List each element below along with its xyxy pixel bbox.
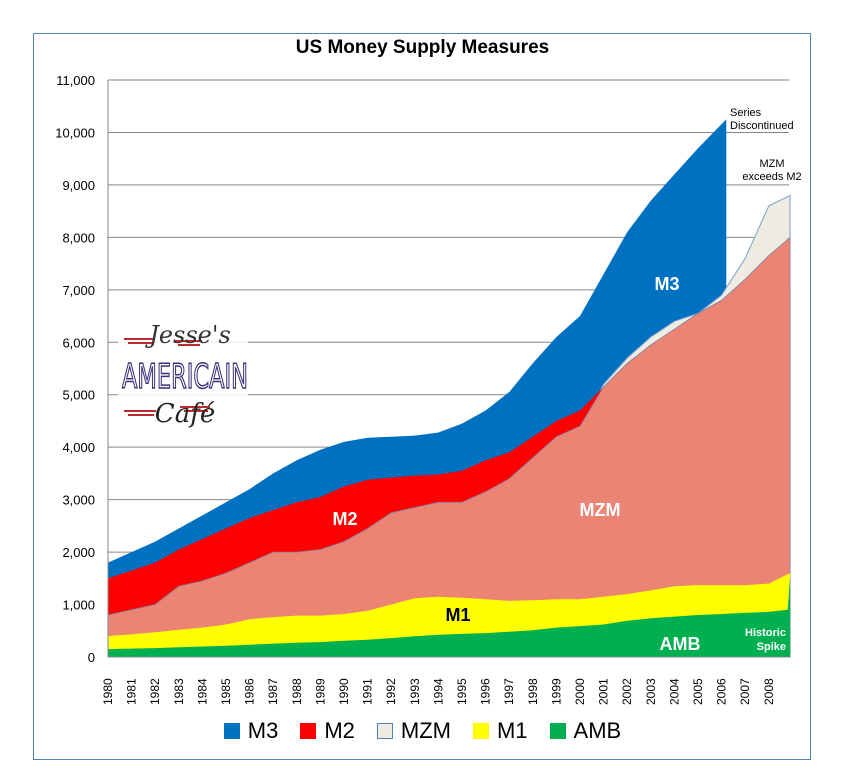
annotation-historic-spike: Historic	[745, 627, 786, 639]
logo-text: AMERICAIN	[122, 357, 248, 397]
annotation-series-discontinued: Discontinued	[730, 120, 794, 132]
x-tick-label: 1996	[479, 678, 493, 705]
logo-stripe	[174, 340, 202, 342]
y-tick-label: 0	[88, 650, 95, 665]
x-tick-label: 1992	[384, 678, 398, 705]
x-tick-label: 1988	[290, 678, 304, 705]
x-tick-label: 2003	[644, 678, 658, 705]
x-tick-label: 1989	[313, 678, 327, 705]
legend-swatch	[376, 723, 393, 739]
chart-title: US Money Supply Measures	[295, 37, 550, 58]
x-tick-label: 1986	[243, 678, 257, 705]
x-tick-label: 1985	[219, 678, 233, 705]
legend-swatch	[472, 723, 489, 739]
annotation-historic-spike: Spike	[757, 641, 786, 653]
logo-stripe	[124, 410, 156, 412]
x-tick-label: 1987	[266, 678, 280, 705]
y-tick-label: 10,000	[55, 125, 95, 140]
logo-background	[118, 318, 248, 428]
x-tick-label: 1983	[172, 678, 186, 705]
x-tick-label: 1981	[125, 678, 139, 705]
area-label-mzm: MZM	[580, 500, 621, 520]
legend-label: M1	[496, 718, 528, 743]
y-tick-label: 11,000	[56, 73, 95, 88]
x-tick-label: 1984	[195, 678, 209, 705]
x-tick-label: 1998	[526, 678, 540, 705]
legend-swatch	[549, 723, 566, 739]
legend-label: M3	[247, 718, 279, 743]
x-tick-label: 2005	[691, 678, 705, 705]
y-tick-label: 4,000	[62, 440, 95, 455]
annotation-mzm-exceeds: MZM	[759, 158, 784, 170]
legend: M3 M2 MZM M1 AMB	[0, 718, 845, 744]
logo-stripe	[128, 342, 152, 344]
x-tick-label: 1980	[101, 678, 115, 705]
y-tick-label: 6,000	[62, 335, 95, 350]
area-label-m1: M1	[445, 605, 470, 625]
area-m2-mzm-overlap	[107, 236, 791, 658]
legend-item-m2: M2	[300, 718, 355, 744]
area-label-amb: AMB	[660, 634, 701, 654]
legend-label: M2	[324, 718, 355, 743]
legend-swatch	[300, 723, 317, 739]
area-label-m2: M2	[332, 509, 357, 529]
logo-stripe	[128, 414, 154, 416]
x-tick-label: 1994	[431, 678, 445, 705]
y-tick-label: 1,000	[62, 598, 95, 613]
y-tick-label: 3,000	[62, 493, 95, 508]
y-tick-label: 9,000	[62, 178, 95, 193]
x-tick-label: 1999	[549, 678, 563, 705]
logo-stripe	[178, 344, 200, 346]
legend-item-m3: M3	[223, 718, 279, 744]
logo-text: Café	[155, 399, 215, 429]
annotation-series-discontinued: Series	[730, 107, 762, 119]
legend-swatch	[223, 723, 240, 739]
x-tick-label: 2002	[620, 678, 634, 705]
x-tick-label: 2006	[715, 678, 729, 705]
legend-item-m1: M1	[472, 718, 528, 744]
area-label-m3: M3	[654, 274, 679, 294]
x-tick-label: 1993	[408, 678, 422, 705]
logo-stripe	[124, 338, 154, 340]
chart-frame	[33, 33, 811, 760]
x-tick-label: 2004	[667, 678, 681, 705]
area-amb	[108, 578, 791, 657]
annotation-mzm-exceeds: exceeds M2	[742, 171, 801, 183]
legend-label: MZM	[400, 718, 451, 743]
y-tick-label: 7,000	[62, 283, 95, 298]
x-tick-label: 1982	[148, 678, 162, 705]
logo-text: Jesse's	[144, 321, 231, 349]
x-tick-label: 1995	[455, 678, 469, 705]
x-tick-label: 2007	[738, 678, 752, 705]
x-tick-label: 2001	[597, 678, 611, 705]
y-tick-label: 5,000	[62, 388, 95, 403]
x-tick-label: 2008	[762, 678, 776, 705]
y-tick-label: 2,000	[62, 545, 95, 560]
x-tick-label: 2000	[573, 678, 587, 705]
legend-label: AMB	[573, 718, 622, 743]
y-tick-label: 8,000	[62, 230, 95, 245]
x-tick-label: 1997	[502, 678, 516, 705]
legend-item-mzm: MZM	[376, 718, 451, 744]
logo-stripe	[184, 410, 208, 412]
x-tick-label: 1990	[337, 678, 351, 705]
logo-stripe	[180, 406, 210, 408]
x-tick-label: 1991	[361, 678, 375, 705]
legend-item-amb: AMB	[549, 718, 622, 744]
